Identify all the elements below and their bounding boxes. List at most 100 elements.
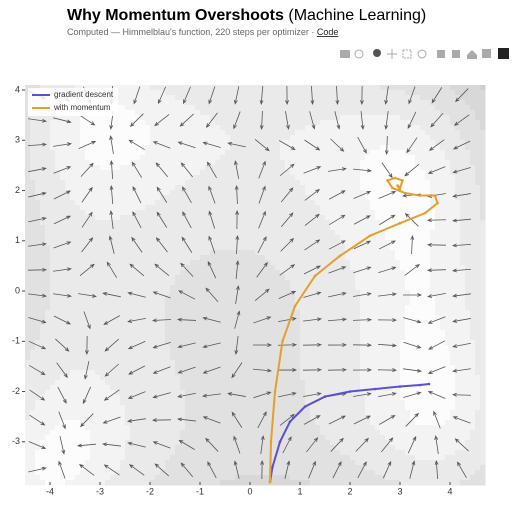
contour-cell: [120, 285, 126, 291]
contour-cell: [250, 470, 256, 476]
modebar-button[interactable]: [467, 50, 477, 59]
contour-cell: [325, 255, 331, 261]
contour-cell: [190, 395, 196, 401]
contour-cell: [230, 350, 236, 356]
contour-cell: [105, 390, 111, 396]
contour-cell: [205, 240, 211, 246]
modebar-button[interactable]: [373, 49, 381, 57]
contour-cell: [195, 315, 201, 321]
contour-cell: [280, 320, 286, 326]
contour-cell: [60, 255, 66, 261]
contour-cell: [200, 110, 206, 116]
contour-cell: [310, 175, 316, 181]
contour-cell: [225, 165, 231, 171]
modebar-button[interactable]: [482, 49, 491, 58]
contour-cell: [155, 290, 161, 296]
modebar-button[interactable]: [437, 50, 445, 58]
contour-cell: [285, 410, 291, 416]
contour-cell: [150, 255, 156, 261]
modebar-button[interactable]: [354, 49, 364, 59]
code-link[interactable]: Code: [317, 27, 339, 37]
contour-cell: [275, 280, 281, 286]
contour-cell: [165, 275, 171, 281]
contour-cell: [310, 225, 316, 231]
plotly-logo[interactable]: [498, 48, 509, 59]
contour-cell: [185, 195, 191, 201]
contour-cell: [180, 200, 186, 206]
contour-cell: [90, 305, 96, 311]
contour-cell: [125, 225, 131, 231]
contour-cell: [170, 360, 176, 366]
contour-cell: [120, 375, 126, 381]
contour-cell: [115, 135, 121, 141]
contour-cell: [25, 155, 31, 161]
contour-cell: [205, 440, 211, 446]
contour-cell: [260, 420, 266, 426]
contour-cell: [60, 395, 66, 401]
contour-cell: [195, 305, 201, 311]
contour-cell: [150, 450, 156, 456]
contour-cell: [295, 175, 301, 181]
contour-cell: [130, 425, 136, 431]
contour-cell: [275, 275, 281, 281]
modebar-button[interactable]: [417, 49, 427, 59]
contour-cell: [135, 245, 141, 251]
contour-cell: [225, 420, 231, 426]
contour-cell: [325, 180, 331, 186]
contour-cell: [30, 355, 36, 361]
contour-cell: [115, 285, 121, 291]
modebar-button[interactable]: [340, 50, 350, 58]
contour-cell: [125, 280, 131, 286]
contour-cell: [245, 430, 251, 436]
contour-cell: [275, 235, 281, 241]
contour-cell: [35, 215, 41, 221]
contour-cell: [85, 400, 91, 406]
contour-cell: [110, 325, 116, 331]
contour-cell: [125, 340, 131, 346]
contour-cell: [250, 455, 256, 461]
contour-cell: [250, 290, 256, 296]
contour-cell: [65, 205, 71, 211]
contour-cell: [300, 115, 306, 121]
contour-cell: [120, 395, 126, 401]
contour-cell: [180, 145, 186, 151]
contour-cell: [115, 305, 121, 311]
modebar-button[interactable]: [452, 50, 460, 58]
contour-cell: [295, 450, 301, 456]
contour-cell: [130, 300, 136, 306]
contour-cell: [255, 415, 261, 421]
contour-cell: [225, 455, 231, 461]
contour-cell: [115, 145, 121, 151]
contour-cell: [105, 290, 111, 296]
contour-cell: [35, 225, 41, 231]
contour-cell: [215, 440, 221, 446]
contour-cell: [185, 295, 191, 301]
contour-cell: [70, 325, 76, 331]
modebar-button[interactable]: [387, 49, 397, 59]
contour-cell: [105, 270, 111, 276]
contour-cell: [290, 280, 296, 286]
contour-cell: [35, 235, 41, 241]
contour-cell: [190, 225, 196, 231]
contour-cell: [275, 330, 281, 336]
contour-cell: [145, 480, 151, 486]
contour-cell: [245, 200, 251, 206]
contour-cell: [80, 345, 86, 351]
contour-cell: [175, 105, 181, 111]
contour-cell: [35, 140, 41, 146]
contour-cell: [130, 395, 136, 401]
contour-cell: [315, 210, 321, 216]
contour-cell: [30, 415, 36, 421]
contour-cell: [35, 250, 41, 256]
contour-cell: [125, 435, 131, 441]
contour-cell: [25, 110, 31, 116]
contour-cell: [40, 225, 46, 231]
contour-cell: [265, 455, 271, 461]
contour-cell: [330, 135, 336, 141]
contour-cell: [225, 285, 231, 291]
contour-cell: [305, 200, 311, 206]
contour-cell: [305, 265, 311, 271]
modebar-button[interactable]: [402, 49, 412, 59]
contour-cell: [25, 195, 31, 201]
contour-cell: [70, 280, 76, 286]
